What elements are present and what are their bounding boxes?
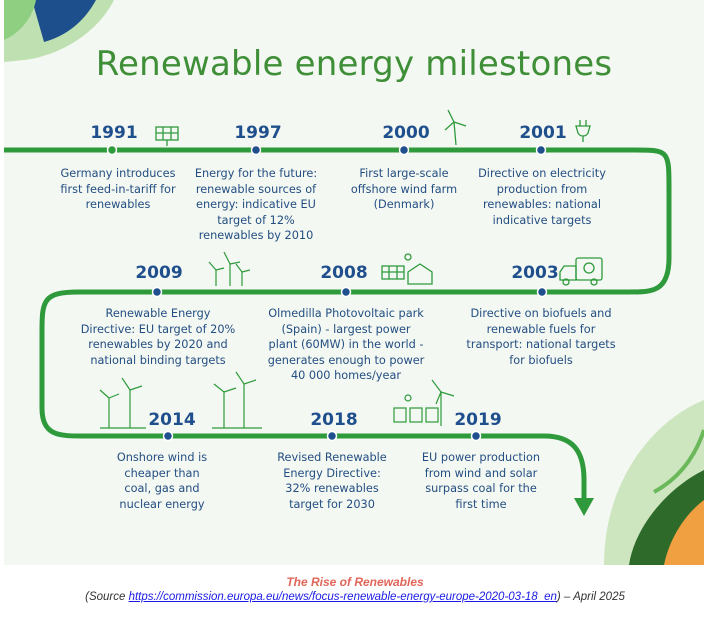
solar-wind-icon [393, 379, 455, 426]
milestone-year: 2019 [454, 410, 502, 430]
solar-panel-icon [155, 126, 179, 146]
solar-house-icon [381, 253, 433, 285]
milestone-year: 2000 [382, 123, 430, 143]
milestone-dot-1991 [106, 144, 118, 156]
milestone-dot-2008 [340, 286, 352, 298]
timeline-line [4, 147, 672, 500]
recycling-truck-icon [559, 257, 603, 286]
milestone-year: 2003 [511, 263, 559, 283]
infographic-card: Renewable energy milestones 1991 Germany … [4, 0, 704, 565]
milestone-description: Directive on electricity production from… [478, 167, 606, 227]
milestone-description: Onshore wind is cheaper than coal, gas a… [116, 451, 208, 511]
caption-source: (Source https://commission.europa.eu/new… [0, 591, 710, 603]
plug-leaf-icon [575, 120, 591, 142]
milestone-description: Directive on biofuels and renewable fuel… [466, 307, 616, 367]
milestone-dot-2014 [162, 430, 174, 442]
caption-prefix: (Source [85, 591, 129, 603]
milestone-description: First large-scale offshore wind farm (De… [350, 167, 458, 212]
milestone-year: 2008 [320, 263, 368, 283]
milestone-dot-2001 [535, 144, 547, 156]
milestone-year: 2018 [310, 410, 358, 430]
timeline-path [4, 109, 672, 516]
milestone-description: Revised Renewable Energy Directive: 32% … [277, 451, 387, 511]
caption: The Rise of Renewables (Source https://c… [0, 575, 710, 603]
caption-title: The Rise of Renewables [286, 575, 424, 589]
milestone-dot-2009 [151, 286, 163, 298]
page-title: Renewable energy milestones [95, 44, 613, 84]
milestone-dot-2018 [326, 430, 338, 442]
milestone-year: 2001 [519, 123, 567, 143]
milestone-year: 1991 [90, 123, 138, 143]
milestone-year: 1997 [234, 123, 282, 143]
arrow-head-icon [574, 498, 594, 516]
milestone-description: Renewable Energy Directive: EU target of… [80, 307, 236, 367]
milestone-dot-2000 [398, 144, 410, 156]
milestone-dot-1997 [250, 144, 262, 156]
caption-suffix: ) – April 2025 [556, 591, 625, 603]
source-link[interactable]: https://commission.europa.eu/news/focus-… [128, 591, 557, 603]
milestone-year: 2014 [148, 410, 196, 430]
wind-turbine-icon [444, 109, 467, 146]
wind-turbines-icon [99, 371, 262, 429]
milestone-year: 2009 [135, 263, 183, 283]
milestone-dot-2019 [470, 430, 482, 442]
milestone-description: Olmedilla Photovoltaic park (Spain) - la… [267, 307, 425, 383]
milestone-description: Germany introduces first feed-in-tariff … [60, 167, 176, 212]
wind-farm-icon [208, 251, 251, 286]
background-decoration [4, 0, 704, 565]
milestone-description: Energy for the future: renewable sources… [194, 167, 318, 243]
milestone-description: EU power production from wind and solar … [421, 451, 541, 511]
milestone-dot-2003 [536, 286, 548, 298]
